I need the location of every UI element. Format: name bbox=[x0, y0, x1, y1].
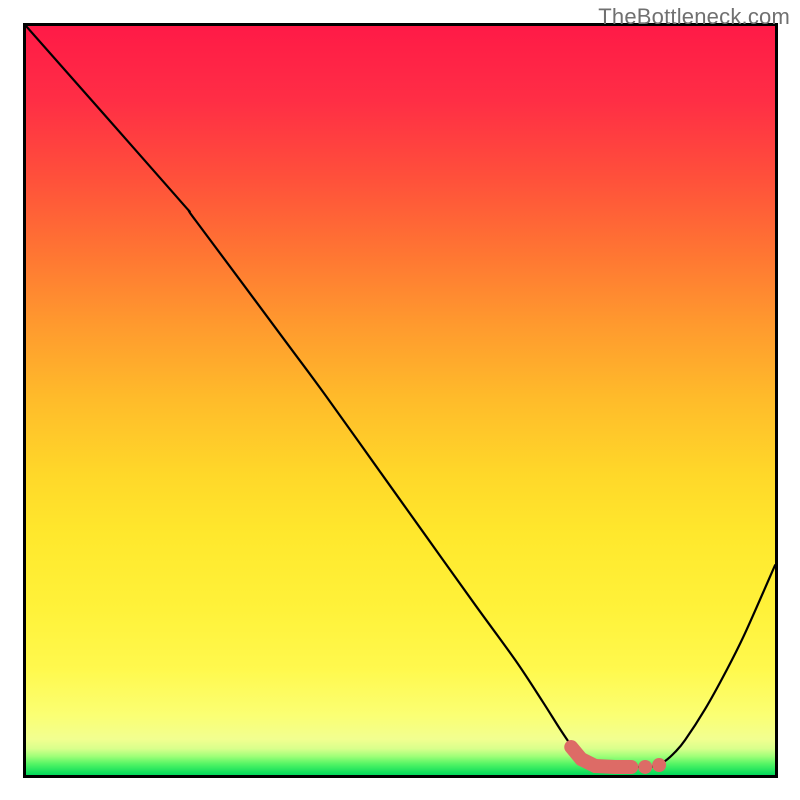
bottleneck-curve bbox=[26, 26, 775, 767]
bottleneck-chart: TheBottleneck.com bbox=[0, 0, 800, 800]
marker-layer bbox=[571, 747, 666, 774]
watermark-label: TheBottleneck.com bbox=[598, 4, 790, 30]
plot-svg bbox=[26, 26, 775, 775]
